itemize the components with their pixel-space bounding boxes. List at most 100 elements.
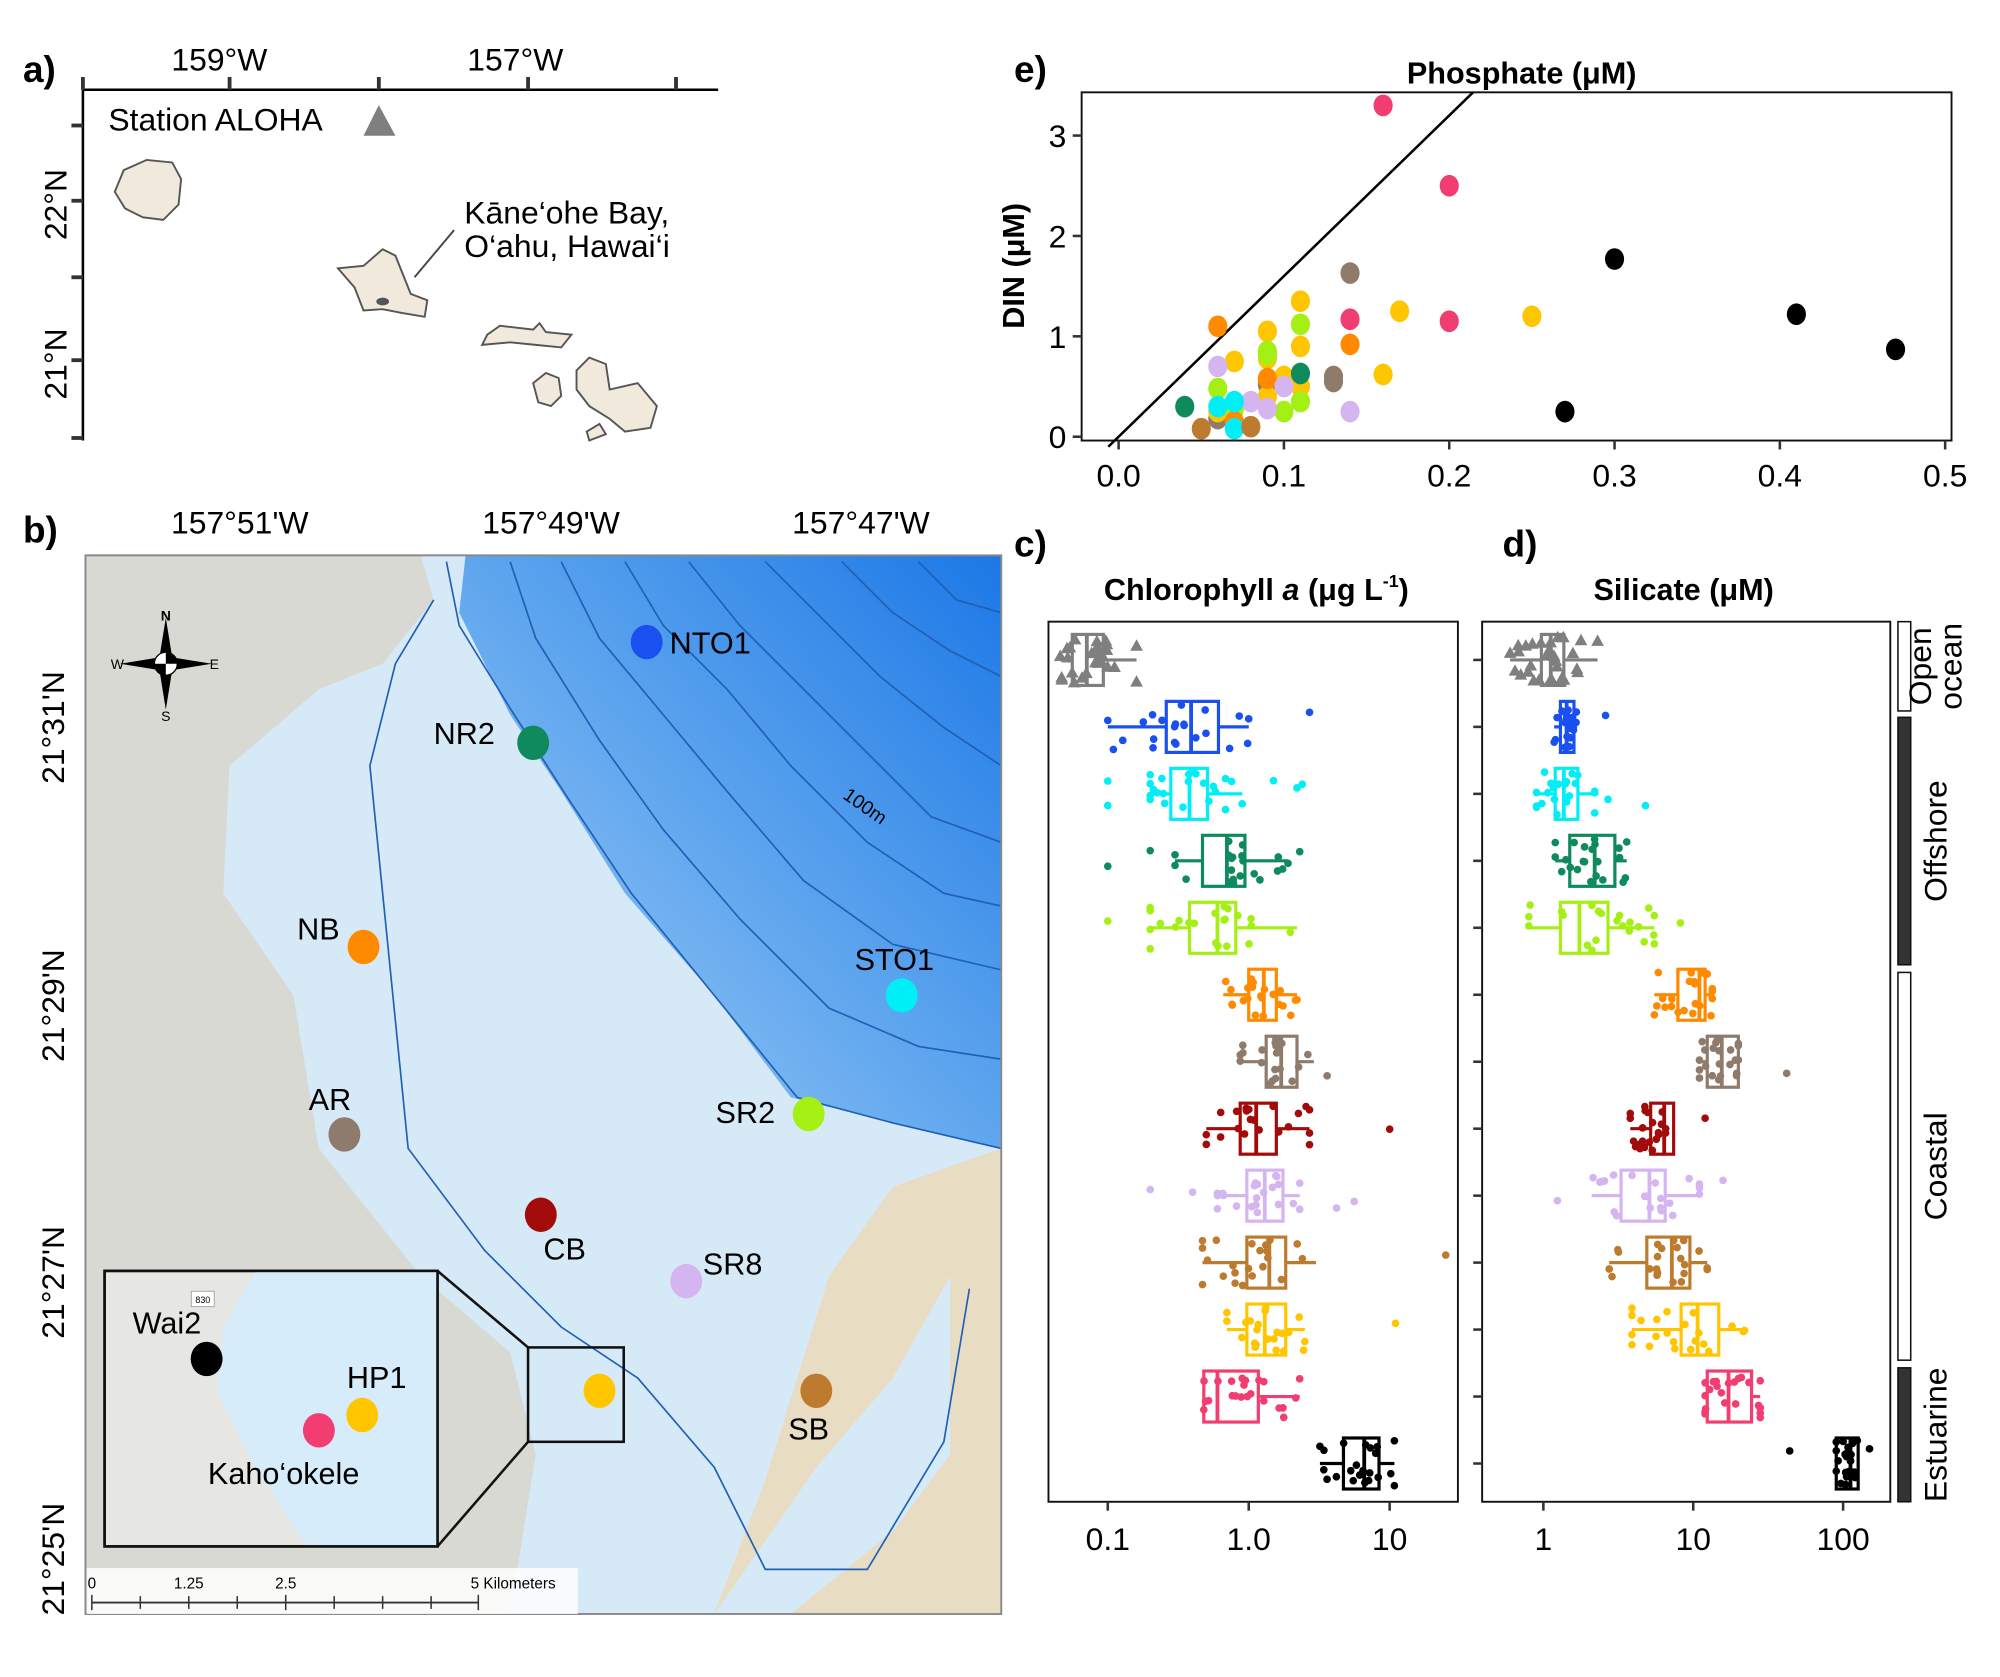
jitter-point [1695,1074,1704,1082]
jitter-point [1095,649,1109,661]
jitter-point [1540,768,1549,776]
jitter-point [1588,946,1596,955]
jitter-point [1349,1476,1358,1485]
jitter-point [1251,1011,1260,1020]
jitter-point [1226,879,1234,888]
station-label: NB [297,912,340,946]
station-marker-sr2 [792,1096,825,1132]
jitter-point [1707,1011,1715,1020]
jitter-point [1184,777,1193,786]
jitter-point [1654,1128,1663,1137]
jitter-point [1634,922,1643,931]
jitter-point [1264,1335,1272,1343]
data-point [1208,377,1228,400]
jitter-point [1067,675,1081,688]
jitter-point [1608,1272,1616,1281]
jitter-point [1235,712,1244,720]
jitter-point [1652,1265,1661,1273]
jitter-point [1583,941,1592,950]
jitter-point [1557,673,1571,685]
jitter-point [1214,942,1222,950]
jitter-point [1519,639,1533,651]
jitter-point [1756,1408,1765,1417]
jitter-point [1728,1322,1736,1330]
station-marker-ar [328,1117,361,1152]
jitter-point [1171,923,1180,931]
jitter-point [1591,840,1599,849]
jitter-point [1198,1244,1207,1252]
jitter-point [1255,1126,1263,1134]
jitter-point [1256,1246,1264,1255]
jitter-point [1691,1337,1700,1345]
jitter-point [1238,799,1247,808]
jitter-point [1214,1377,1222,1386]
jitter-point [1243,1392,1252,1401]
outlier-point [1641,801,1650,810]
jitter-point [1277,1039,1286,1048]
jitter-point [1658,994,1667,1003]
jitter-point [1289,1199,1298,1208]
jitter-point [1286,1011,1295,1020]
jitter-point [1521,665,1535,677]
jitter-point [1274,853,1283,861]
x-tick-label: 0.0 [1096,457,1140,493]
jitter-point [1842,1472,1851,1481]
jitter-point [1701,1062,1710,1071]
jitter-point [1216,1133,1225,1141]
jitter-point [1295,1313,1304,1321]
lat-tick-3: 21°27'N [35,1226,71,1339]
jitter-point [1248,983,1257,992]
outlier-point [1553,1196,1562,1205]
jitter-point [1680,1269,1688,1278]
jitter-point [1679,1236,1688,1245]
jitter-point [1227,1377,1236,1386]
jitter-point [1171,720,1180,728]
jitter-point [1551,838,1560,847]
jitter-point [1365,1469,1374,1477]
jitter-point [1091,641,1104,653]
jitter-point [1654,968,1663,977]
bathymetry-contours [369,561,1002,1571]
jitter-point [1677,1278,1686,1286]
jitter-point [1715,1046,1723,1055]
chart-d-title: Silicate (μM) [1594,573,1774,607]
inset-connector-bottom [436,1440,530,1548]
jitter-point [1550,795,1559,804]
jitter-point [1673,1243,1681,1252]
data-point [1340,333,1360,356]
jitter-point [1712,1377,1721,1386]
jitter-point [1279,1002,1287,1010]
jitter-point [1526,901,1534,909]
jitter-point [1550,660,1564,672]
jitter-point [1198,1236,1207,1245]
jitter-point [1291,1394,1300,1402]
jitter-point [1305,1105,1314,1114]
jitter-point [1298,1254,1307,1263]
road-shield-icon [190,1290,215,1308]
jitter-point [1685,1174,1693,1183]
jitter-point [1668,995,1676,1003]
jitter-point [1202,729,1210,738]
station-label: NTO1 [670,627,751,661]
jitter-point [1272,1035,1280,1043]
jitter-point [1223,1308,1231,1317]
jitter-point [1153,789,1162,797]
jitter-point [1708,1071,1717,1080]
jitter-point [1580,843,1589,851]
jitter-point [1544,635,1557,648]
jitter-point [1626,918,1634,927]
jitter-point [1590,809,1599,817]
jitter-point [1701,1046,1709,1054]
jitter-point [1572,708,1581,716]
jitter-point [1615,911,1624,920]
data-point [1208,395,1228,418]
data-point [1224,390,1244,413]
inset-station-markers: HP1 Wai2 Kaho‘okele [133,1306,407,1491]
jitter-point [1708,987,1717,996]
jitter-point [1656,1194,1665,1203]
jitter-point [1589,1173,1597,1182]
jitter-point [1508,664,1522,676]
jitter-point [1236,872,1245,880]
data-point [1786,303,1806,326]
jitter-point [1842,1452,1851,1461]
